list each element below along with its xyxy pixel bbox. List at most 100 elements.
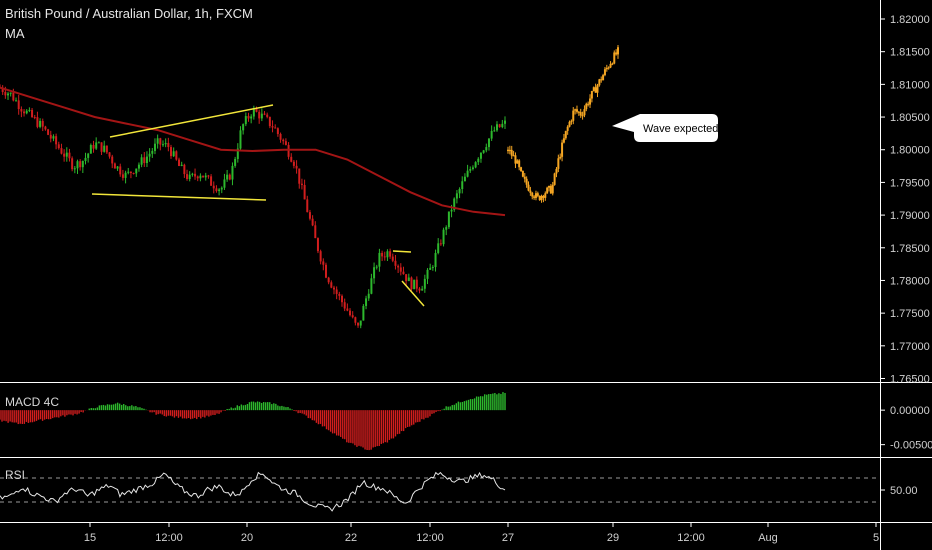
candle-body	[471, 167, 474, 170]
candle-body	[314, 225, 317, 239]
candle-body	[303, 185, 306, 200]
candle-body	[295, 165, 298, 169]
candle-body	[1, 87, 4, 92]
projection-body	[510, 149, 513, 156]
candle-body	[247, 116, 250, 119]
projection-body	[600, 79, 603, 81]
candle-body	[183, 164, 186, 175]
candle-body	[36, 117, 39, 127]
chart-title: British Pound / Australian Dollar, 1h, F…	[5, 6, 253, 21]
candle-body	[346, 308, 349, 311]
projection-body	[557, 158, 560, 169]
candle-body	[255, 108, 258, 112]
wave-expected-callout[interactable]: Wave expected	[612, 114, 718, 142]
candle-body	[23, 111, 26, 114]
projection-body	[534, 193, 537, 198]
time-tick-label: 12:00	[677, 532, 705, 544]
time-tick-label: 12:00	[416, 532, 444, 544]
projection-body	[611, 63, 614, 65]
candle-body	[41, 120, 44, 127]
candle-body	[477, 158, 480, 163]
price-tick-label: 1.82000	[890, 14, 930, 26]
candle-body	[268, 116, 271, 127]
projection-body	[536, 193, 539, 196]
candle-body	[455, 193, 458, 199]
candle-body	[145, 156, 148, 164]
time-tick-label: 22	[345, 532, 357, 544]
candle-body	[469, 169, 472, 171]
candle-body	[153, 143, 156, 151]
candle-body	[485, 147, 488, 151]
price-tick-label: 1.76500	[890, 374, 930, 386]
rsi-pane[interactable]	[0, 471, 880, 512]
candle-body	[113, 163, 116, 169]
candle-body	[87, 153, 90, 158]
candle-body	[44, 126, 47, 130]
candle-body	[407, 277, 410, 282]
candle-body	[116, 166, 119, 169]
trendline	[401, 280, 425, 307]
price-tick-label: 1.78500	[890, 243, 930, 255]
projection-body	[542, 195, 545, 198]
projection-body	[520, 167, 523, 171]
projection-body	[572, 110, 575, 121]
candle-body	[207, 175, 210, 177]
candle-body	[335, 289, 338, 294]
projection-body	[538, 195, 541, 201]
candle-body	[25, 110, 28, 114]
projection-body	[562, 138, 565, 143]
candle-body	[461, 181, 464, 190]
candle-body	[210, 176, 213, 186]
candle-body	[250, 116, 253, 119]
candle-body	[405, 274, 408, 282]
candle-body	[426, 269, 429, 279]
candle-body	[458, 189, 461, 194]
projection-body	[585, 103, 588, 110]
projection-body	[531, 192, 534, 197]
candle-body	[119, 166, 122, 175]
candle-body	[180, 164, 183, 166]
candle-body	[84, 157, 87, 161]
candle-body	[223, 179, 226, 188]
candle-body	[65, 152, 68, 157]
price-tick-label: 1.78000	[890, 275, 930, 287]
candle-body	[236, 148, 239, 159]
price-axis[interactable]: 1.82000 1.81500 1.81000 1.80500 1.80000 1.795…	[880, 14, 932, 497]
projection-body	[525, 178, 528, 185]
projection-body	[555, 168, 558, 174]
candle-body	[423, 278, 426, 289]
candle-body	[140, 157, 143, 165]
time-axis[interactable]: 15 12:00 20 22 12:00 27 29 12:00 Aug 5	[84, 522, 879, 544]
candle-body	[413, 279, 416, 290]
candle-body	[239, 130, 242, 149]
candle-body	[271, 126, 274, 128]
candle-body	[373, 267, 376, 279]
rsi-pane-label[interactable]: RSI	[5, 468, 26, 482]
callout-text: Wave expected	[643, 123, 718, 135]
projection-body	[559, 156, 562, 159]
projection-body	[527, 184, 530, 191]
projection-body	[518, 160, 521, 168]
candle-body	[439, 243, 442, 245]
moving-average-line	[0, 86, 506, 217]
candle-body	[95, 142, 98, 149]
candle-body	[28, 109, 31, 111]
projection-body	[553, 173, 556, 185]
candle-body	[68, 152, 71, 159]
candle-body	[316, 238, 319, 252]
ma-indicator-label[interactable]: MA	[5, 26, 25, 41]
candle-body	[127, 171, 130, 173]
price-pane[interactable]	[0, 45, 619, 329]
candle-body	[199, 175, 202, 179]
projection-body	[590, 90, 593, 99]
candle-body	[63, 153, 66, 157]
candle-body	[4, 91, 7, 96]
candle-body	[258, 111, 261, 119]
projection-body	[587, 103, 590, 105]
projection-body	[521, 170, 524, 177]
macd-pane-label[interactable]: MACD 4C	[5, 395, 60, 409]
projection-body	[574, 109, 577, 111]
macd-pane[interactable]	[0, 392, 506, 451]
candle-body	[12, 92, 15, 101]
